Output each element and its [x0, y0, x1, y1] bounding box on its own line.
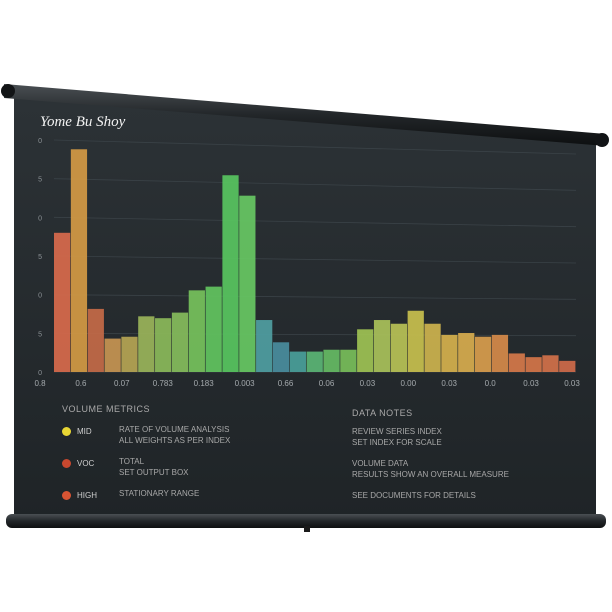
bar: [256, 320, 273, 372]
bar: [357, 329, 374, 372]
y-tick-label: 5: [38, 254, 42, 261]
y-tick-label: 0: [38, 138, 42, 145]
y-tick-label: 0: [38, 293, 42, 300]
top-roller: [4, 84, 606, 146]
bar: [390, 323, 408, 372]
bar: [340, 349, 357, 372]
legend-item-desc: TOTAL: [119, 457, 145, 466]
bar: [70, 149, 88, 372]
x-tick-label: 0.8: [34, 379, 46, 388]
bar: [205, 286, 222, 372]
bar: [289, 351, 306, 372]
legend-swatch: [62, 491, 71, 500]
bar: [239, 195, 256, 372]
x-tick-label: 0.03: [523, 379, 539, 388]
bar: [138, 316, 155, 372]
x-tick-label: 0.003: [235, 379, 256, 388]
bar: [525, 357, 542, 372]
bar: [121, 336, 138, 372]
bar: [188, 290, 205, 372]
gridline: [53, 139, 577, 155]
y-tick-label: 0: [38, 215, 42, 222]
x-tick-label: 0.03: [564, 379, 580, 388]
bar: [424, 323, 441, 372]
x-tick-label: 0.00: [401, 379, 417, 388]
legend-item-desc: STATIONARY RANGE: [119, 489, 200, 498]
bar: [54, 232, 71, 372]
bar: [441, 334, 458, 372]
gridline: [53, 294, 577, 300]
legend-item-name: VOC: [77, 459, 95, 468]
legend-item: HIGH STATIONARY RANGE: [62, 488, 322, 500]
notes-line: SEE DOCUMENTS FOR DETAILS: [352, 491, 476, 500]
bar: [104, 338, 121, 372]
legend-item-name: HIGH: [77, 491, 97, 500]
notes-line: VOLUME DATA: [352, 459, 409, 468]
bar: [171, 312, 189, 372]
x-tick-label: 0.06: [319, 379, 335, 388]
bar: [474, 336, 492, 372]
bar: [407, 310, 424, 372]
x-axis-ticks: 0.8 0.6 0.07 0.783 0.183 0.003 0.66 0.06 0.03 0.0…: [34, 379, 580, 388]
legend-item-desc: SET OUTPUT BOX: [119, 468, 189, 477]
chart-title: Yome Bu Shoy: [40, 114, 126, 130]
bar: [272, 342, 290, 372]
y-tick-label: 0: [38, 370, 42, 377]
screen-surface: [14, 96, 596, 520]
x-tick-label: 0.07: [114, 379, 130, 388]
legend: VOLUME METRICS MID RATE OF VOLUME ANALYS…: [62, 404, 322, 500]
bar: [508, 353, 525, 372]
y-axis-ticks: 0 5 0 5 0 5 0: [38, 138, 42, 377]
gridline: [53, 255, 577, 264]
notes-panel: DATA NOTES REVIEW SERIES INDEX SET INDEX…: [352, 408, 562, 501]
bar: [491, 334, 509, 372]
bar: [87, 308, 104, 372]
bar: [542, 355, 559, 372]
notes-heading: DATA NOTES: [352, 408, 413, 418]
bar: [222, 175, 239, 372]
x-tick-label: 0.6: [75, 379, 87, 388]
notes-line: SET INDEX FOR SCALE: [352, 438, 442, 447]
legend-heading: VOLUME METRICS: [62, 404, 151, 414]
x-tick-label: 0.183: [194, 379, 215, 388]
x-tick-label: 0.03: [441, 379, 457, 388]
x-tick-label: 0.66: [278, 379, 294, 388]
gridline: [53, 216, 577, 228]
gridline: [53, 178, 577, 191]
x-tick-label: 0.783: [153, 379, 174, 388]
chart: 0 5 0 5 0 5 0 0.8 0.6 0.07 0.783 0.183 0.003 0.66 0.0…: [34, 114, 580, 388]
bar: [458, 333, 475, 372]
y-tick-label: 5: [38, 177, 42, 184]
legend-item-desc: RATE OF VOLUME ANALYSIS: [119, 425, 230, 434]
notes-line: REVIEW SERIES INDEX: [352, 427, 442, 436]
legend-swatch: [62, 427, 71, 436]
pull-handle: [304, 526, 310, 532]
bar: [155, 318, 172, 372]
top-right-end-cap: [595, 133, 609, 147]
bottom-roller: [6, 514, 606, 528]
top-left-end-cap: [1, 84, 15, 98]
legend-item-desc: ALL WEIGHTS AS PER INDEX: [119, 436, 231, 445]
notes-line: RESULTS SHOW AN OVERALL MEASURE: [352, 470, 509, 479]
bar: [306, 351, 323, 372]
legend-item: MID RATE OF VOLUME ANALYSIS ALL WEIGHTS …: [62, 424, 322, 446]
legend-swatch: [62, 459, 71, 468]
legend-item: VOC TOTAL SET OUTPUT BOX: [62, 456, 322, 478]
legend-item-name: MID: [77, 427, 92, 436]
bar: [323, 349, 340, 372]
bar: [373, 320, 391, 372]
bar: [559, 360, 576, 372]
x-tick-label: 0.03: [360, 379, 376, 388]
y-tick-label: 5: [38, 331, 42, 338]
x-tick-label: 0.0: [485, 379, 497, 388]
bars: [54, 149, 576, 372]
